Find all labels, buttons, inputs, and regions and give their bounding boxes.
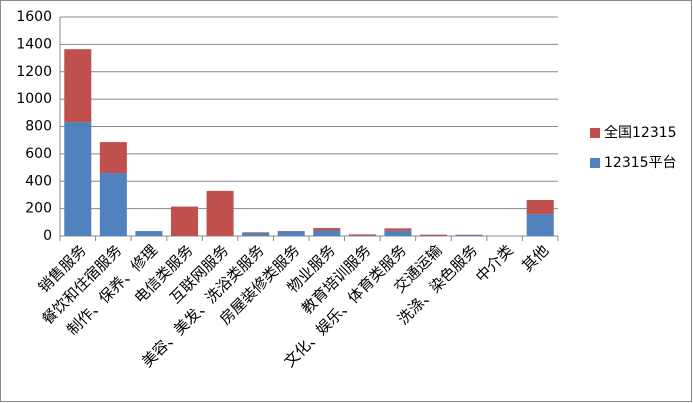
bar-segment xyxy=(170,206,199,236)
legend-swatch xyxy=(590,158,600,168)
bar-segment xyxy=(526,214,554,236)
legend-label: 全国12315 xyxy=(604,124,677,141)
bar-segment xyxy=(313,228,341,231)
y-tick-label: 1400 xyxy=(16,36,52,52)
y-tick-label: 600 xyxy=(25,146,52,162)
bar-segment xyxy=(348,234,376,236)
bar-segment xyxy=(99,142,127,174)
bar-segment xyxy=(277,231,305,236)
y-tick-label: 1200 xyxy=(16,64,52,80)
bar-segment xyxy=(348,235,376,236)
bar-segment xyxy=(526,200,554,215)
bar-segment xyxy=(384,228,412,231)
bar-segment xyxy=(419,234,448,236)
bar-segment xyxy=(99,173,127,236)
bar-segment xyxy=(135,231,163,236)
bar-segment xyxy=(242,232,270,236)
bar-segment xyxy=(455,234,483,236)
legend-label: 12315平台 xyxy=(604,155,677,171)
bar-segment xyxy=(64,122,92,236)
y-tick-label: 0 xyxy=(43,228,52,244)
legend-swatch xyxy=(590,128,600,138)
y-tick-label: 200 xyxy=(25,201,52,217)
y-tick-label: 1600 xyxy=(16,9,52,25)
bar-segment xyxy=(242,232,270,233)
bar-segment xyxy=(313,230,341,236)
y-tick-label: 400 xyxy=(25,173,52,189)
y-tick-label: 1000 xyxy=(16,91,52,107)
bar-segment xyxy=(206,190,234,236)
bar-segment xyxy=(64,49,92,123)
y-tick-label: 800 xyxy=(25,119,52,135)
bar-segment xyxy=(384,230,412,236)
